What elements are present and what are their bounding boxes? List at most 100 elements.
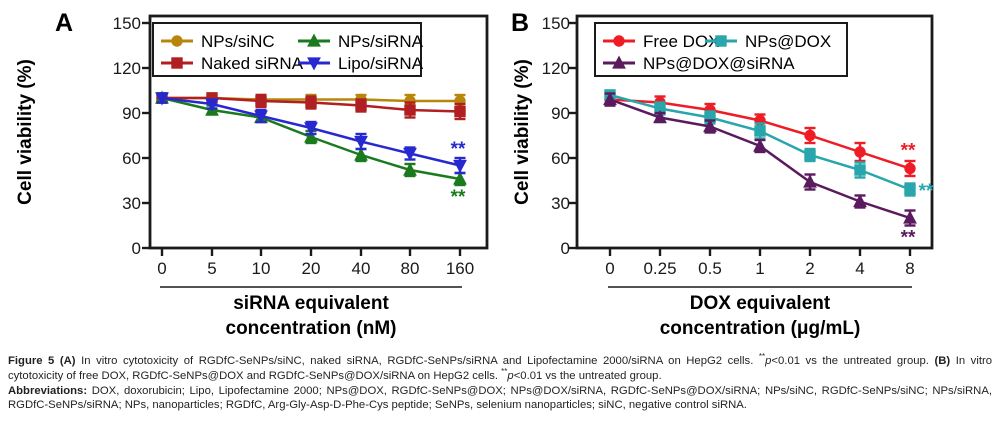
- legend-item-nps-dox-sirna: NPs@DOX@siRNA: [603, 54, 795, 73]
- caption-text: DOX, doxorubicin; Lipo, Lipofectamine 20…: [8, 384, 992, 412]
- panel-letter: A: [55, 9, 73, 37]
- triangle-up-marker: [853, 194, 867, 208]
- triangle-down-marker: [354, 135, 368, 149]
- triangle-up-marker: [703, 119, 717, 133]
- y-tick-label: 30: [551, 194, 570, 213]
- legend-item-nps-sirna: NPs/siRNA: [298, 32, 424, 51]
- series-naked-sirna: [156, 92, 466, 121]
- legend-label: NPs/siRNA: [338, 32, 424, 51]
- square-marker: [355, 99, 367, 112]
- legend-label: NPs@DOX: [745, 32, 831, 51]
- x-tick-label: 40: [352, 259, 371, 278]
- x-axis-title-line2: concentration (μg/mL): [660, 318, 861, 339]
- legend-item-nps-dox: NPs@DOX: [705, 32, 831, 51]
- square-marker: [715, 35, 727, 47]
- y-tick-label: 30: [122, 194, 141, 213]
- x-tick-label: 0.25: [643, 259, 676, 278]
- x-tick-label: 10: [252, 259, 271, 278]
- triangle-down-marker: [254, 110, 268, 124]
- circle-marker: [171, 35, 183, 47]
- caption-text: p: [507, 369, 514, 382]
- legend-box: [594, 22, 848, 77]
- y-tick-label: 150: [113, 14, 141, 33]
- series-lipo-sirna: [155, 92, 467, 175]
- y-axis-title: Cell viability (%): [15, 59, 36, 205]
- caption-text: In vitro cytotoxicity of RGDfC-SeNPs/siN…: [81, 355, 759, 367]
- triangle-up-marker: [653, 110, 667, 124]
- caption-text: **: [501, 367, 508, 377]
- panel-letter: B: [511, 9, 529, 37]
- x-tick-label: 0.5: [698, 259, 722, 278]
- circle-marker: [804, 129, 816, 142]
- y-tick-label: 90: [551, 104, 570, 123]
- legend-label: Naked siRNA: [201, 54, 304, 73]
- triangle-up-marker: [612, 55, 626, 69]
- triangle-up-marker: [903, 210, 917, 224]
- legend-item-free-dox: Free DOX: [603, 32, 720, 51]
- x-axis-title-line1: siRNA equivalent: [233, 293, 389, 314]
- significance-stars: **: [901, 228, 916, 249]
- square-marker: [854, 164, 866, 176]
- y-tick-label: 0: [561, 239, 570, 258]
- legend: NPs/siNC Naked siRNA NPs/siRNA Lipo/siRNA: [152, 22, 424, 77]
- significance-stars: **: [901, 141, 916, 162]
- caption-bold-text: Figure 5 (A): [8, 355, 82, 367]
- circle-marker: [854, 146, 866, 158]
- triangle-down-marker: [453, 159, 467, 173]
- legend-label: Lipo/siRNA: [338, 54, 424, 73]
- y-tick-label: 90: [122, 104, 141, 123]
- y-tick-label: 0: [132, 239, 141, 258]
- x-tick-label: 5: [207, 259, 216, 278]
- circle-marker: [613, 35, 625, 47]
- triangle-down-marker: [205, 98, 219, 112]
- significance-stars: **: [919, 181, 934, 202]
- square-marker: [704, 111, 716, 124]
- plot-border: [148, 14, 489, 250]
- triangle-up-marker: [453, 171, 467, 185]
- series-nps-dox-sirna: [603, 92, 917, 227]
- triangle-up-marker: [753, 138, 767, 152]
- caption-text: p: [765, 355, 772, 367]
- caption-text: In vitro cytotoxicity of free DOX, RGDfC…: [8, 355, 993, 382]
- y-tick-label: 120: [542, 59, 570, 78]
- triangle-down-marker: [155, 92, 169, 106]
- significance-stars: **: [451, 139, 466, 160]
- figure-caption: Figure 5 (A) In vitro cytotoxicity of RG…: [8, 352, 993, 414]
- triangle-up-marker: [603, 92, 617, 106]
- y-tick-label: 60: [551, 149, 570, 168]
- legend-label: NPs/siNC: [201, 32, 275, 51]
- y-tick-label: 120: [113, 59, 141, 78]
- caption-paragraph: Abbreviations: DOX, doxorubicin; Lipo, L…: [8, 384, 992, 414]
- caption-paragraph: Figure 5 (A) In vitro cytotoxicity of RG…: [8, 352, 993, 384]
- x-tick-label: 160: [446, 259, 474, 278]
- triangle-up-marker: [403, 162, 417, 176]
- square-marker: [804, 149, 816, 161]
- square-marker: [171, 57, 183, 69]
- significance-stars: **: [451, 187, 466, 208]
- triangle-up-marker: [803, 174, 817, 188]
- legend-item-nps-sinc: NPs/siNC: [161, 32, 275, 51]
- square-marker: [255, 95, 267, 107]
- triangle-up-marker: [354, 147, 368, 161]
- triangle-down-marker: [304, 122, 318, 136]
- plot-border: [575, 14, 934, 250]
- x-axis-title-line2: concentration (nM): [226, 318, 397, 339]
- legend-box: [152, 22, 422, 77]
- legend-item-lipo-sirna: Lipo/siRNA: [298, 54, 424, 73]
- circle-marker: [404, 95, 416, 107]
- x-tick-label: 0: [605, 259, 614, 278]
- triangle-up-marker: [307, 33, 321, 47]
- circle-marker: [904, 162, 916, 175]
- x-tick-label: 20: [302, 259, 321, 278]
- square-marker: [904, 183, 916, 196]
- square-marker: [404, 104, 416, 116]
- y-tick-label: 150: [542, 14, 570, 33]
- caption-text: **: [758, 352, 766, 362]
- caption-bold-text: Abbreviations:: [8, 384, 92, 397]
- caption-text: <0.01 vs the untreated group.: [513, 369, 662, 382]
- y-tick-label: 60: [122, 149, 141, 168]
- caption-text: <0.01 vs the untreated group.: [771, 355, 935, 367]
- triangle-down-marker: [307, 57, 321, 71]
